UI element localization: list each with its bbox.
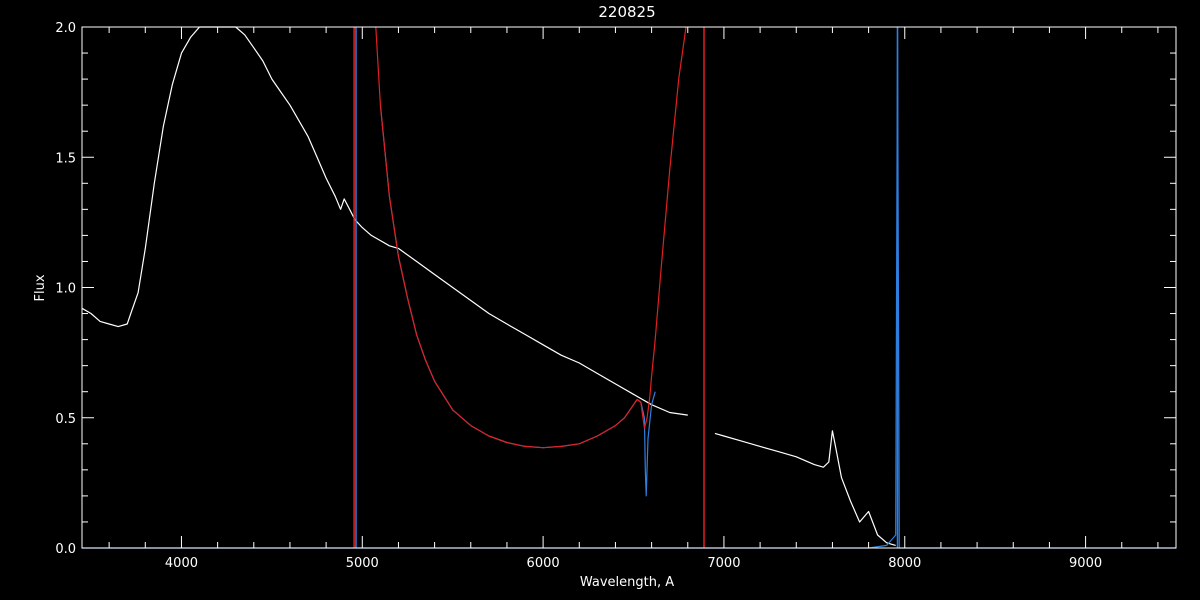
- plot-vertical-lines: [353, 27, 899, 548]
- x-tick-label: 4000: [165, 556, 198, 571]
- y-tick-label: 0.5: [55, 412, 76, 427]
- series-line-4: [375, 26, 687, 449]
- x-axis-ticks: 4000 5000 6000 7000 8000 9000: [108, 27, 1159, 571]
- y-tick-label: 1.0: [55, 282, 76, 297]
- x-tick-label: 6000: [527, 556, 560, 571]
- y-axis-ticks: 0.0 0.5 1.0 1.5 2.0: [55, 21, 1176, 557]
- series-line-2: [714, 430, 896, 546]
- y-axis-label: Flux: [33, 274, 48, 301]
- x-tick-label: 5000: [346, 556, 379, 571]
- chart-title: 220825: [598, 3, 655, 21]
- y-tick-label: 0.0: [55, 542, 76, 557]
- x-tick-label: 8000: [888, 556, 921, 571]
- x-tick-label: 9000: [1069, 556, 1102, 571]
- y-tick-label: 1.5: [55, 151, 76, 166]
- y-tick-label: 2.0: [55, 21, 76, 36]
- x-tick-label: 7000: [707, 556, 740, 571]
- x-axis-label: Wavelength, A: [580, 575, 674, 590]
- series-line-1: [81, 26, 688, 416]
